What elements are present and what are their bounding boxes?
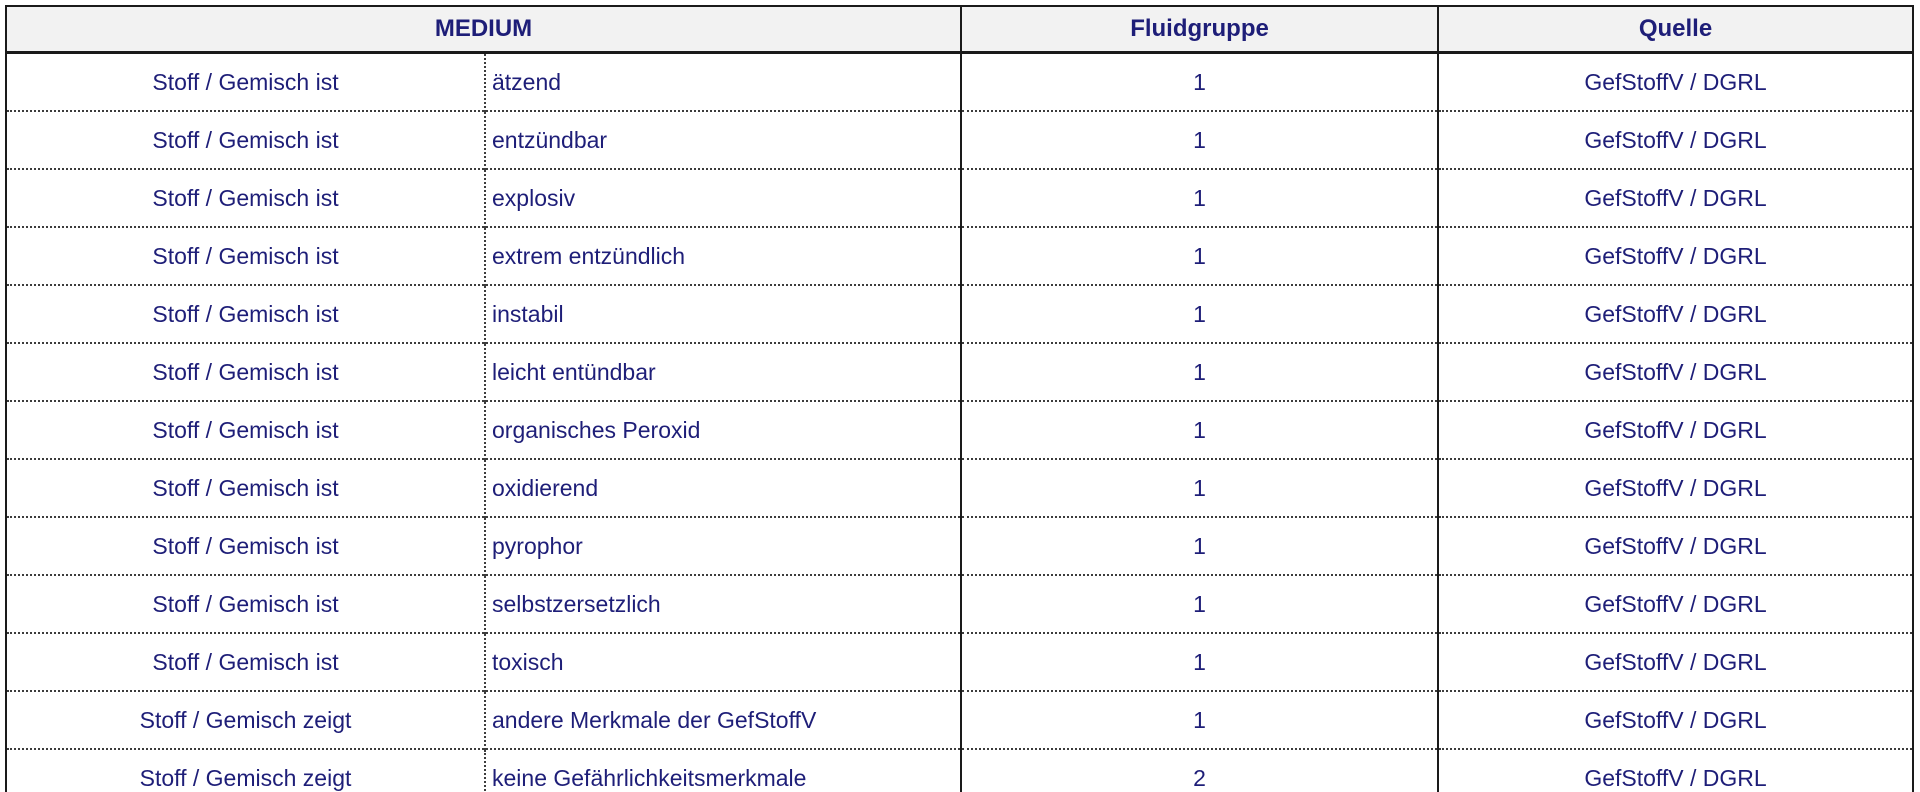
medium-subject-cell: Stoff / Gemisch ist [6, 284, 485, 343]
quelle-cell: GefStoffV / DGRL [1437, 342, 1914, 401]
medium-property-cell: pyrophor [483, 516, 962, 575]
fluidgruppe-cell: 1 [960, 632, 1439, 691]
table-row: Stoff / Gemisch ist organisches Peroxid … [6, 400, 1914, 459]
medium-property-cell: explosiv [483, 168, 962, 227]
medium-subject-cell: Stoff / Gemisch ist [6, 632, 485, 691]
quelle-cell: GefStoffV / DGRL [1437, 284, 1914, 343]
medium-subject-cell: Stoff / Gemisch ist [6, 342, 485, 401]
medium-subject-cell: Stoff / Gemisch ist [152, 68, 339, 95]
quelle-cell: GefStoffV / DGRL [1437, 632, 1914, 691]
quelle-cell: GefStoffV / DGRL [1437, 516, 1914, 575]
medium-property-cell: ätzend [483, 52, 962, 111]
fluidgruppe-cell: 1 [960, 516, 1439, 575]
fluidgruppe-cell: 1 [960, 574, 1439, 633]
quelle-cell: GefStoffV / DGRL [1437, 110, 1914, 169]
fluidgruppe-cell: 1 [960, 168, 1439, 227]
medium-property-cell: instabil [483, 284, 962, 343]
fluidgruppe-cell: 1 [960, 690, 1439, 749]
medium-property-cell: selbstzersetzlich [483, 574, 962, 633]
medium-subject-cell: Stoff / Gemisch ist [6, 226, 485, 285]
column-header-quelle: Quelle [1437, 6, 1914, 53]
fluidgruppe-cell: 1 [960, 284, 1439, 343]
table-row: Stoff / Gemisch ist leicht entündbar 1 G… [6, 342, 1914, 401]
medium-property-cell: organisches Peroxid [483, 400, 962, 459]
fluidgruppe-cell: 1 [960, 458, 1439, 517]
medium-subject-cell: Stoff / Gemisch ist [6, 168, 485, 227]
quelle-cell: GefStoffV / DGRL [1437, 400, 1914, 459]
fluidgruppe-cell: 2 [960, 748, 1439, 792]
medium-subject-cell: Stoff / Gemisch ist [6, 110, 485, 169]
medium-property-cell: andere Merkmale der GefStoffV [483, 690, 962, 749]
medium-subject-cell: Stoff / Gemisch ist [6, 400, 485, 459]
quelle-cell: GefStoffV / DGRL [1437, 574, 1914, 633]
table-row: Stoff / Gemisch zeigt keine Gefährlichke… [6, 748, 1914, 792]
medium-subject-cell: Stoff / Gemisch zeigt [6, 690, 485, 749]
medium-property-cell: entzündbar [483, 110, 962, 169]
medium-property-cell: oxidierend [483, 458, 962, 517]
document-page: MEDIUM Fluidgruppe Quelle Stoff / Gemisc… [0, 5, 1920, 792]
quelle-cell: GefStoffV / DGRL [1437, 458, 1914, 517]
quelle-cell: GefStoffV / DGRL [1437, 52, 1914, 111]
fluidgruppe-cell: 1 [960, 52, 1439, 111]
table-row: Stoff / Gemisch ist extrem entzündlich 1… [6, 226, 1914, 285]
table-row: Stoff / Gemisch zeigt andere Merkmale de… [6, 690, 1914, 749]
quelle-cell: GefStoffV / DGRL [1437, 226, 1914, 285]
quelle-cell: GefStoffV / DGRL [1437, 168, 1914, 227]
table-row: Stoff / Gemisch ist pyrophor 1 GefStoffV… [6, 516, 1914, 575]
table-row: Stoff / Gemisch ist oxidierend 1 GefStof… [6, 458, 1914, 517]
table-row: Stoff / Gemisch ist ätzend 1 GefStoffV /… [6, 52, 1914, 111]
fluidgruppe-cell: 1 [960, 342, 1439, 401]
table-row: Stoff / Gemisch ist selbstzersetzlich 1 … [6, 574, 1914, 633]
fluidgruppe-cell: 1 [960, 400, 1439, 459]
table-row: Stoff / Gemisch ist explosiv 1 GefStoffV… [6, 168, 1914, 227]
column-header-fluidgruppe: Fluidgruppe [960, 6, 1439, 53]
table-row: Stoff / Gemisch ist toxisch 1 GefStoffV … [6, 632, 1914, 691]
medium-subject-cell: Stoff / Gemisch ist [6, 458, 485, 517]
fluidgruppe-cell: 1 [960, 110, 1439, 169]
header-row: MEDIUM Fluidgruppe Quelle [6, 6, 1914, 53]
medium-property-cell: keine Gefährlichkeitsmerkmale [483, 748, 962, 792]
medium-property-cell: leicht entündbar [483, 342, 962, 401]
fluidgruppe-cell: 1 [960, 226, 1439, 285]
medium-property-cell: toxisch [483, 632, 962, 691]
quelle-cell: GefStoffV / DGRL [1437, 690, 1914, 749]
column-header-medium: MEDIUM [6, 6, 962, 53]
medium-subject-cell: Stoff / Gemisch zeigt [6, 748, 485, 792]
medium-subject-cell: Stoff / Gemisch ist [6, 516, 485, 575]
medium-subject-cell: Stoff / Gemisch ist [6, 574, 485, 633]
quelle-cell: GefStoffV / DGRL [1437, 748, 1914, 792]
fluid-group-table: MEDIUM Fluidgruppe Quelle Stoff / Gemisc… [5, 5, 1915, 792]
medium-property-cell: extrem entzündlich [483, 226, 962, 285]
table-row: Stoff / Gemisch ist instabil 1 GefStoffV… [6, 284, 1914, 343]
table-row: Stoff / Gemisch ist entzündbar 1 GefStof… [6, 110, 1914, 169]
